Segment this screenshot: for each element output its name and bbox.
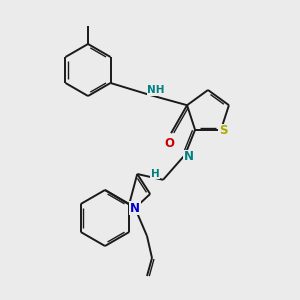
- Text: N: N: [130, 202, 140, 214]
- Text: N: N: [184, 150, 194, 163]
- Text: NH: NH: [147, 85, 165, 95]
- Text: S: S: [219, 124, 227, 137]
- Text: O: O: [164, 137, 174, 150]
- Text: H: H: [151, 169, 159, 179]
